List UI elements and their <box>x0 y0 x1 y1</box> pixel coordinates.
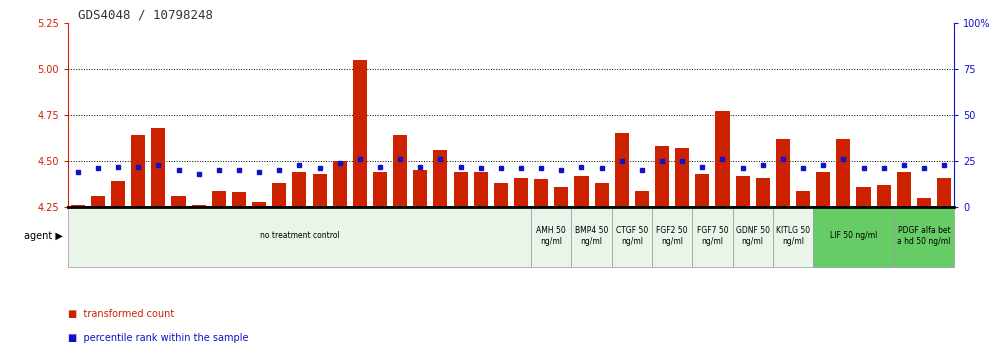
Bar <box>615 133 628 207</box>
Bar <box>692 207 732 267</box>
Bar <box>715 112 729 207</box>
Bar <box>131 135 145 207</box>
Text: KITLG 50
ng/ml: KITLG 50 ng/ml <box>776 226 810 246</box>
Text: LIF 50 ng/ml: LIF 50 ng/ml <box>830 232 877 240</box>
Bar <box>534 179 548 207</box>
Bar <box>575 176 589 207</box>
Bar <box>813 207 893 267</box>
Text: ■  transformed count: ■ transformed count <box>68 309 174 319</box>
Bar <box>494 183 508 207</box>
Bar <box>71 205 85 207</box>
Bar <box>756 178 770 207</box>
Bar <box>554 187 569 207</box>
Bar <box>857 187 871 207</box>
Text: FGF2 50
ng/ml: FGF2 50 ng/ml <box>656 226 688 246</box>
Bar <box>474 172 488 207</box>
Text: BMP4 50
ng/ml: BMP4 50 ng/ml <box>575 226 609 246</box>
Bar <box>272 183 286 207</box>
Bar <box>68 207 531 267</box>
Text: GDNF 50
ng/ml: GDNF 50 ng/ml <box>736 226 770 246</box>
Text: agent ▶: agent ▶ <box>24 231 63 241</box>
Text: GDS4048 / 10798248: GDS4048 / 10798248 <box>78 9 213 22</box>
Bar <box>393 135 407 207</box>
Bar <box>796 190 810 207</box>
Bar <box>893 207 954 267</box>
Bar <box>652 207 692 267</box>
Bar <box>572 207 612 267</box>
Bar <box>776 139 790 207</box>
Bar <box>937 178 951 207</box>
Bar <box>111 181 125 207</box>
Text: ■  percentile rank within the sample: ■ percentile rank within the sample <box>68 333 248 343</box>
Bar <box>612 207 652 267</box>
Bar <box>232 192 246 207</box>
Bar <box>212 190 226 207</box>
Text: no treatment control: no treatment control <box>260 232 340 240</box>
Bar <box>91 196 105 207</box>
Bar <box>293 172 307 207</box>
Bar <box>917 198 931 207</box>
Text: AMH 50
ng/ml: AMH 50 ng/ml <box>537 226 566 246</box>
Text: CTGF 50
ng/ml: CTGF 50 ng/ml <box>616 226 648 246</box>
Bar <box>373 172 387 207</box>
Bar <box>531 207 572 267</box>
Bar <box>333 161 347 207</box>
Bar <box>837 139 851 207</box>
Bar <box>695 174 709 207</box>
Bar <box>453 172 468 207</box>
Bar <box>733 207 773 267</box>
Bar <box>634 190 649 207</box>
Bar <box>736 176 750 207</box>
Bar <box>595 183 609 207</box>
Bar <box>773 207 813 267</box>
Bar <box>433 150 447 207</box>
Bar <box>655 146 669 207</box>
Bar <box>514 178 528 207</box>
Bar <box>191 205 206 207</box>
Bar <box>151 128 165 207</box>
Text: PDGF alfa bet
a hd 50 ng/ml: PDGF alfa bet a hd 50 ng/ml <box>897 226 950 246</box>
Bar <box>876 185 890 207</box>
Bar <box>896 172 911 207</box>
Bar <box>252 201 266 207</box>
Text: FGF7 50
ng/ml: FGF7 50 ng/ml <box>696 226 728 246</box>
Bar <box>675 148 689 207</box>
Bar <box>353 60 367 207</box>
Bar <box>816 172 831 207</box>
Bar <box>413 170 427 207</box>
Bar <box>171 196 185 207</box>
Bar <box>313 174 327 207</box>
